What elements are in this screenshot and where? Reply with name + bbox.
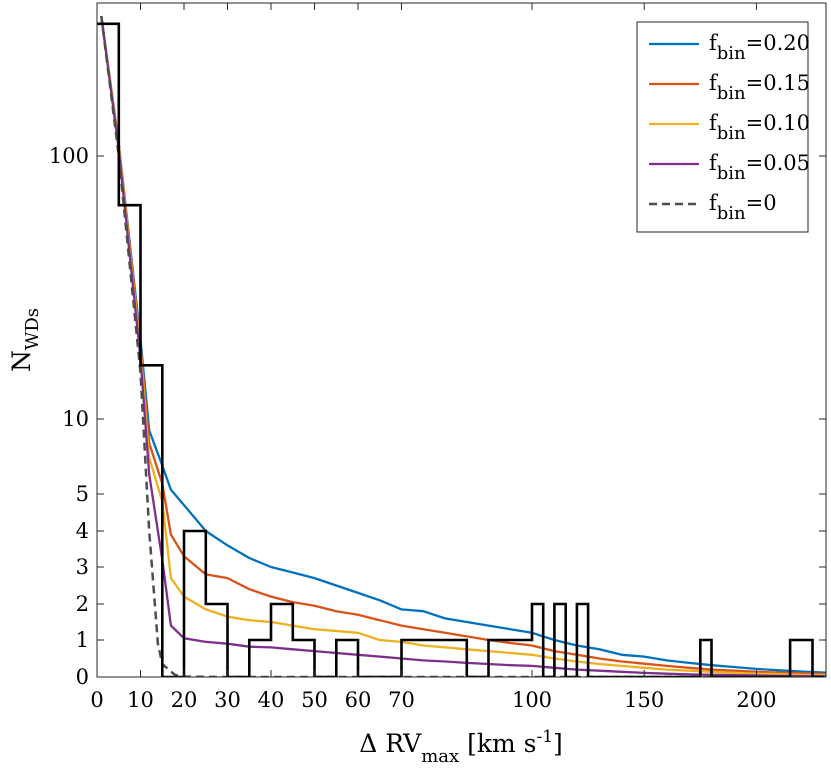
x-tick-label-5: 50	[301, 688, 328, 712]
legend-label-sub-0: bin	[717, 43, 746, 64]
axes-layer: 0 10 20 30 40 50 60 70 100 150 200 0 1 2 3 4 5 10 100	[49, 2, 827, 712]
y-tick-label-4: 4	[76, 519, 89, 543]
y-tick-label-5: 5	[76, 482, 89, 506]
legend-label-main-2: f	[709, 111, 719, 135]
legend-label-2: fbin=0.10	[709, 111, 810, 144]
series-layer	[100, 15, 826, 677]
x-axis-title-sub: max	[421, 746, 459, 767]
legend-label-sub-2: bin	[717, 123, 746, 144]
series-line-2	[100, 15, 826, 677]
series-line-4	[100, 15, 826, 677]
legend-label-sub-3: bin	[717, 163, 746, 184]
y-axis-title-main: N	[7, 350, 36, 372]
axes-frame	[96, 2, 827, 678]
legend-label-main-0: f	[709, 31, 719, 55]
legend-label-value-3: =0.05	[746, 151, 810, 175]
legend-label-1: fbin=0.15	[709, 71, 810, 104]
legend-label-sub-4: bin	[717, 203, 746, 224]
x-tick-label-4: 40	[258, 688, 285, 712]
legend-label-value-2: =0.10	[746, 111, 810, 135]
legend-label-value-4: =0	[746, 191, 777, 215]
y-tick-label-2: 2	[76, 592, 89, 616]
legend-label-value-1: =0.15	[746, 71, 810, 95]
y-tick-label-6: 10	[62, 407, 89, 431]
x-tick-label-10: 200	[736, 688, 776, 712]
x-tick-label-6: 60	[345, 688, 372, 712]
series-line-1	[100, 15, 826, 676]
histogram-stairs	[97, 22, 824, 677]
x-axis-title-unit: [km s	[459, 729, 536, 758]
legend-label-4: fbin=0	[709, 191, 777, 224]
y-axis-title-sub: WDs	[22, 308, 43, 350]
x-axis-title-main: Δ RV	[359, 729, 422, 758]
series-line-0	[100, 15, 826, 674]
legend-label-sub-1: bin	[717, 83, 746, 104]
x-tick-label-0: 0	[90, 688, 103, 712]
x-tick-label-1: 10	[127, 688, 154, 712]
legend-label-main-3: f	[709, 151, 719, 175]
x-axis-title-sup: -1	[536, 727, 553, 747]
legend-box	[636, 21, 809, 233]
y-axis-title: NWDs	[7, 308, 43, 372]
series-line-3	[100, 15, 826, 677]
x-tick-label-9: 150	[624, 688, 664, 712]
legend: fbin=0.20fbin=0.15fbin=0.10fbin=0.05fbin…	[636, 21, 810, 233]
x-tick-label-8: 100	[512, 688, 552, 712]
histogram-layer	[97, 22, 824, 677]
y-tick-label-0: 0	[76, 665, 89, 689]
legend-label-0: fbin=0.20	[709, 31, 810, 64]
x-tick-label-2: 20	[171, 688, 198, 712]
axis-titles: Δ RVmax [km s-1] NWDs	[7, 308, 563, 767]
x-axis-title-close: ]	[553, 729, 563, 758]
x-tick-label-3: 30	[214, 688, 241, 712]
x-axis-title: Δ RVmax [km s-1]	[359, 727, 563, 767]
x-tick-label-7: 70	[388, 688, 415, 712]
y-tick-label-7: 100	[49, 144, 89, 168]
y-tick-label-3: 3	[76, 555, 89, 579]
legend-label-main-1: f	[709, 71, 719, 95]
legend-label-3: fbin=0.05	[709, 151, 810, 184]
legend-label-value-0: =0.20	[746, 31, 810, 55]
y-tick-label-1: 1	[76, 628, 89, 652]
legend-label-main-4: f	[709, 191, 719, 215]
